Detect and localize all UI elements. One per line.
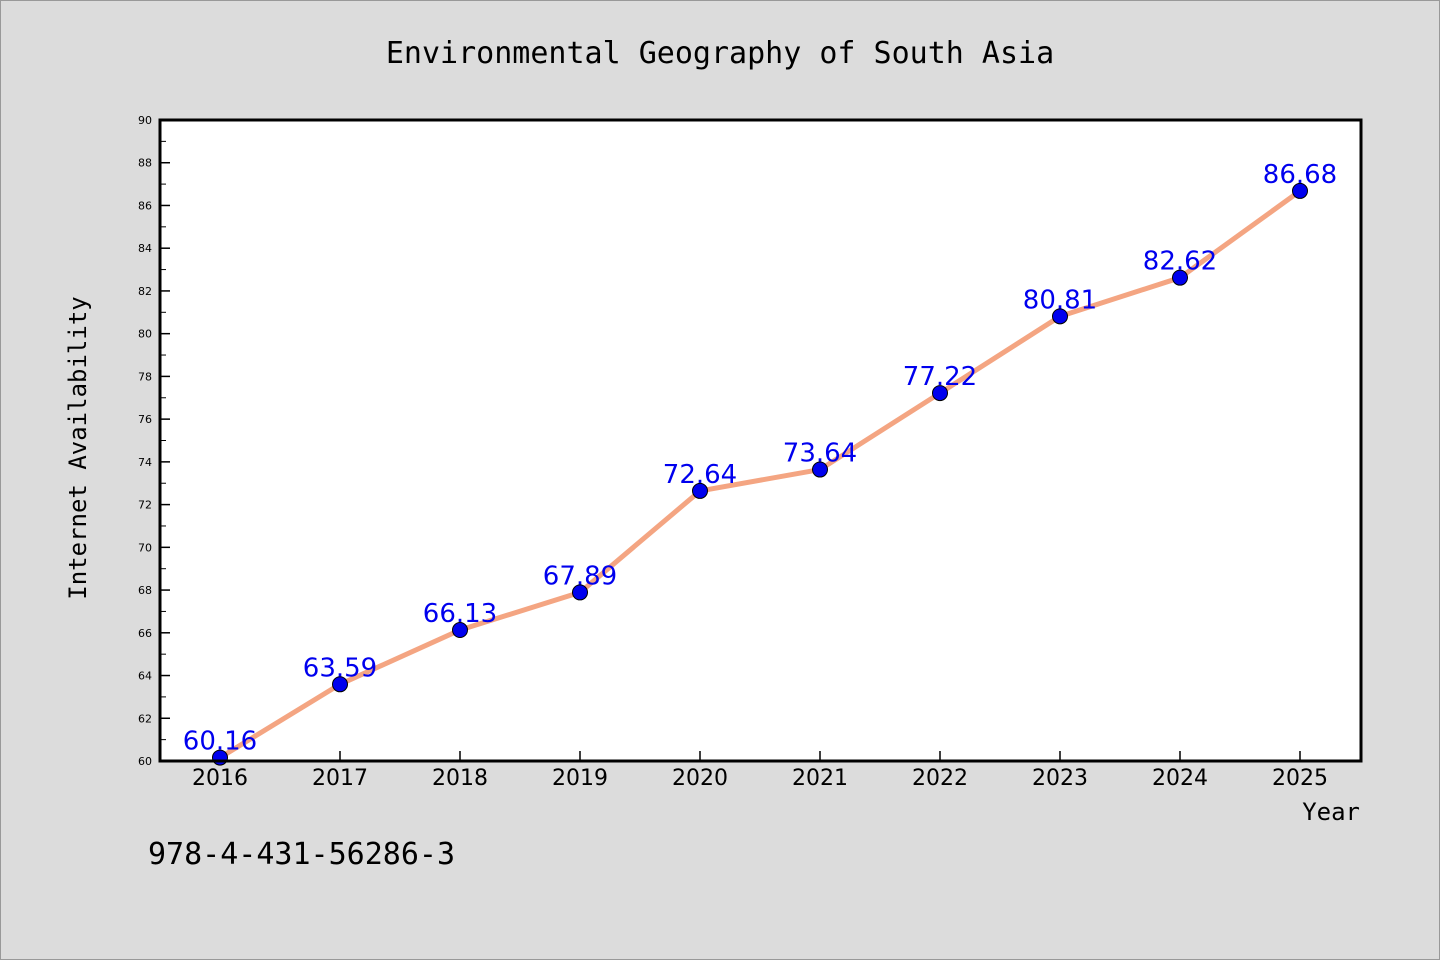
y-tick-label: 76 [138,413,152,426]
x-tick-label: 2018 [432,766,488,791]
data-label: 86.68 [1263,160,1337,190]
x-tick-label: 2025 [1272,766,1328,791]
footnote: 978-4-431-56286-3 [148,837,455,872]
plot-frame [158,118,1363,763]
data-point [932,385,948,402]
data-label: 72.64 [663,460,737,490]
data-label: 82.62 [1143,247,1217,277]
y-tick-label: 82 [138,285,152,298]
y-tick-label: 72 [138,499,152,512]
data-point [1292,182,1308,199]
y-tick-label: 62 [138,712,152,725]
x-tick-label: 2024 [1152,766,1208,791]
data-label: 66.13 [423,599,497,629]
plot-area [160,120,1361,761]
x-tick-label: 2020 [672,766,728,791]
y-tick-label: 70 [138,541,152,554]
data-label: 67.89 [543,561,617,591]
y-tick-label: 88 [138,157,152,170]
data-point [332,676,348,693]
data-label: 77.22 [903,362,977,392]
y-tick-label: 78 [138,370,152,383]
chart-title: Environmental Geography of South Asia [386,36,1054,71]
y-tick-label: 64 [138,670,152,683]
x-tick-label: 2021 [792,766,848,791]
data-point [1052,308,1068,325]
y-tick-label: 90 [138,114,152,127]
y-tick-label: 86 [138,199,152,212]
data-label: 73.64 [783,439,857,469]
x-tick-label: 2016 [192,766,248,791]
x-tick-label: 2019 [552,766,608,791]
x-tick-label: 2017 [312,766,368,791]
y-axis-label: Internet Availability [64,296,92,599]
series-line [217,188,1303,761]
x-axis-label: Year [1302,798,1360,826]
data-label: 80.81 [1023,285,1097,315]
data-point [572,584,588,601]
y-tick-label: 60 [138,755,152,768]
x-tick-label: 2023 [1032,766,1088,791]
data-point [452,622,468,639]
y-tick-label: 80 [138,328,152,341]
data-point [812,461,828,478]
data-label: 60.16 [183,727,257,757]
data-point [1172,269,1188,286]
y-tick-label: 84 [138,242,152,255]
data-label: 63.59 [303,653,377,683]
data-point [692,482,708,499]
y-tick-label: 74 [138,456,152,469]
y-tick-label: 66 [138,627,152,640]
x-tick-label: 2022 [912,766,968,791]
y-tick-label: 68 [138,584,152,597]
